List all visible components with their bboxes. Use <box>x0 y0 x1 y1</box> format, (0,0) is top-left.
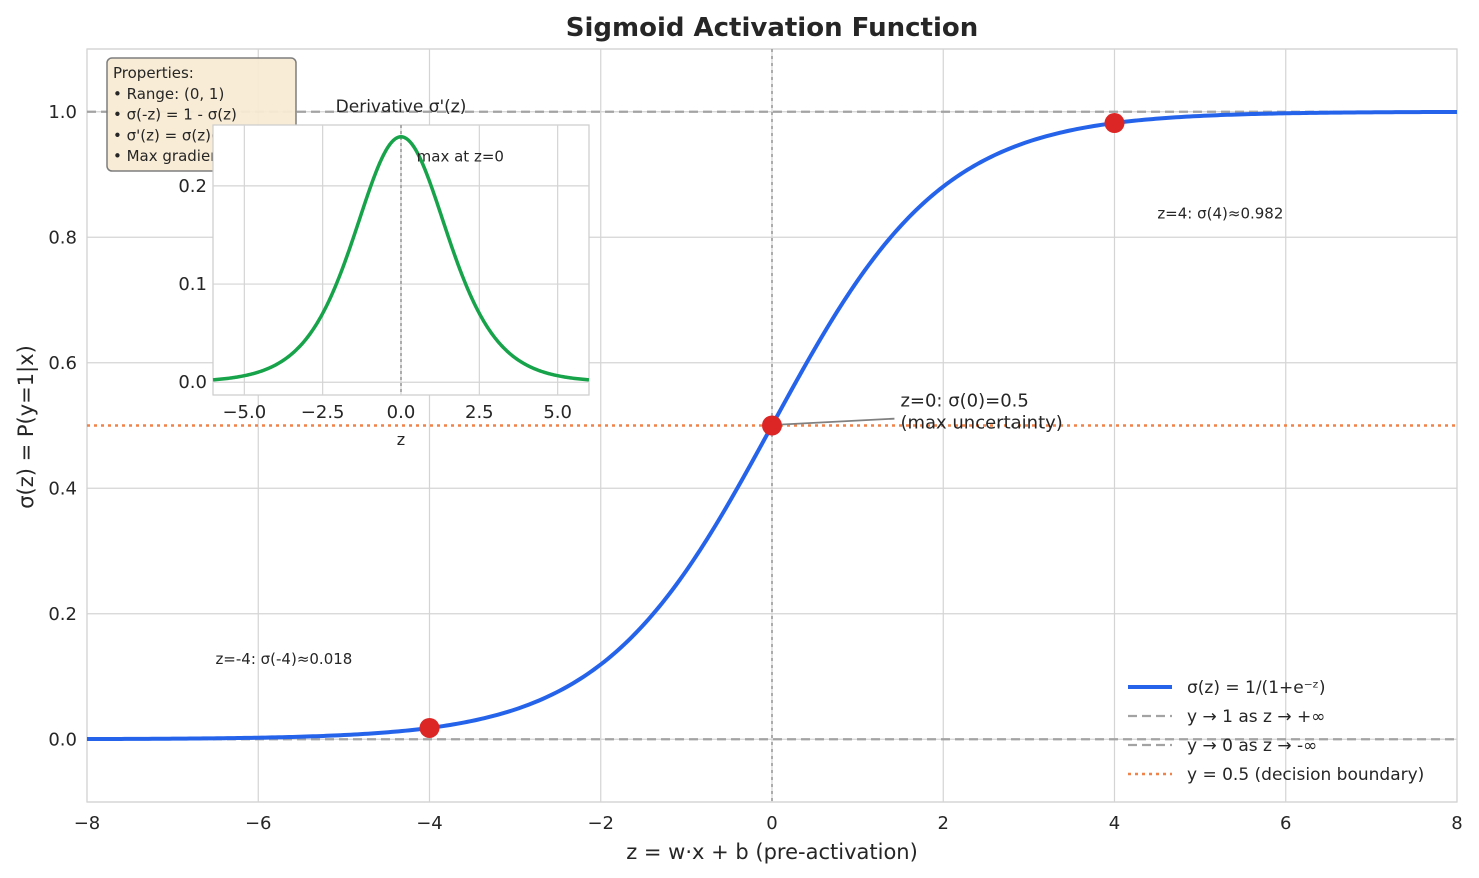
inset-y-tick-label: 0.2 <box>178 176 207 197</box>
x-tick-labels: −8 −6 −4 −2 0 2 4 6 8 <box>74 813 1463 834</box>
inset-x-tick-label: 0.0 <box>387 402 416 423</box>
derivative-inset: −5.0 −2.5 0.0 2.5 5.0 0.0 0.1 0.2 Derivative σ… <box>178 97 590 449</box>
y-tick-label: 0.8 <box>48 227 77 248</box>
inset-x-tick-label: −2.5 <box>301 402 345 423</box>
x-axis-label: z = w·x + b (pre-activation) <box>626 840 918 864</box>
y-tick-label: 0.2 <box>48 604 77 625</box>
legend: σ(z) = 1/(1+e⁻ᶻ) y → 1 as z → +∞ y → 0 as … <box>1128 678 1424 785</box>
x-tick-label: 6 <box>1280 813 1291 834</box>
key-point <box>1104 113 1125 134</box>
annotation-label: z=4: σ(4)≈0.982 <box>1157 204 1283 222</box>
properties-line: Properties: <box>113 64 194 82</box>
y-tick-label: 1.0 <box>48 102 77 123</box>
inset-annotation: max at z=0 <box>417 147 504 165</box>
properties-line: • Range: (0, 1) <box>113 85 224 103</box>
inset-y-tick-label: 0.0 <box>178 372 207 393</box>
x-tick-label: 4 <box>1109 813 1120 834</box>
x-tick-label: 2 <box>938 813 949 834</box>
annotation-label: z=-4: σ(-4)≈0.018 <box>215 650 352 668</box>
inset-y-tick-labels: 0.0 0.1 0.2 <box>178 176 207 393</box>
x-tick-label: 8 <box>1451 813 1462 834</box>
inset-x-tick-label: −5.0 <box>222 402 266 423</box>
y-tick-labels: 0.0 0.2 0.4 0.6 0.8 1.0 <box>48 102 77 751</box>
properties-line: • σ(-z) = 1 - σ(z) <box>113 106 237 124</box>
inset-x-tick-label: 2.5 <box>465 402 494 423</box>
y-axis-label: σ(z) = P(y=1|x) <box>14 345 39 509</box>
reference-lines <box>87 49 1457 802</box>
key-points <box>419 113 1125 738</box>
legend-label: σ(z) = 1/(1+e⁻ᶻ) <box>1187 678 1326 698</box>
derivative-curve <box>212 135 590 382</box>
legend-label: y → 1 as z → +∞ <box>1187 707 1325 727</box>
key-point <box>419 717 440 738</box>
x-tick-label: −4 <box>416 813 443 834</box>
x-tick-label: 0 <box>766 813 777 834</box>
y-tick-label: 0.4 <box>48 478 77 499</box>
key-point <box>762 415 782 436</box>
x-tick-label: −8 <box>74 813 101 834</box>
inset-x-axis-label: z <box>397 430 405 449</box>
x-tick-label: −2 <box>587 813 614 834</box>
legend-label: y = 0.5 (decision boundary) <box>1187 765 1424 785</box>
annotations: z=-4: σ(-4)≈0.018 z=4: σ(4)≈0.982 z=0: σ(0… <box>215 204 1283 668</box>
inset-x-tick-labels: −5.0 −2.5 0.0 2.5 5.0 <box>222 402 572 423</box>
annotation-label: z=0: σ(0)=0.5 <box>900 391 1028 412</box>
y-tick-label: 0.0 <box>48 729 77 750</box>
annotation-label: (max uncertainty) <box>900 413 1062 434</box>
legend-label: y → 0 as z → -∞ <box>1187 736 1317 756</box>
chart-title: Sigmoid Activation Function <box>566 13 979 43</box>
inset-y-tick-label: 0.1 <box>178 274 207 295</box>
x-tick-label: −6 <box>245 813 272 834</box>
annotation-arrow <box>781 417 895 426</box>
inset-x-tick-label: 5.0 <box>543 402 572 423</box>
y-tick-label: 0.6 <box>48 353 77 374</box>
inset-title: Derivative σ'(z) <box>336 97 467 117</box>
